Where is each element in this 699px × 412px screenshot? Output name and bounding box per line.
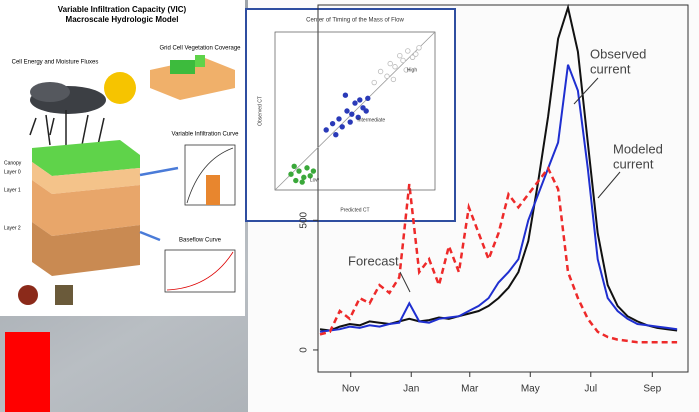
cluster-label: Intermediate <box>357 118 385 124</box>
diagram-label: Layer 2 <box>4 225 21 231</box>
scatter-point <box>345 109 350 114</box>
annotation: Observed <box>590 46 646 61</box>
cluster-label: High <box>407 68 418 74</box>
scatter-point <box>297 169 302 174</box>
scatter-point <box>334 132 339 137</box>
scatter-point <box>305 166 310 171</box>
vic-diagram: Variable Infiltration Capacity (VIC) Mac… <box>0 0 245 316</box>
diagram-title: Macroscale Hydrologic Model <box>66 15 179 24</box>
scatter-point <box>406 49 411 54</box>
scatter-point <box>330 121 335 126</box>
scatter-point <box>340 125 345 130</box>
scatter-point <box>385 74 390 79</box>
scatter-point <box>378 69 383 74</box>
annotation: Forecast <box>348 253 399 268</box>
diagram-label: Baseflow Curve <box>179 238 222 244</box>
scatter-point <box>324 128 329 133</box>
scatter-point <box>300 180 305 185</box>
scatter-point <box>350 112 355 117</box>
y-tick-label: 500 <box>299 211 310 228</box>
cluster-label: Low <box>310 177 320 183</box>
annotation: Modeled <box>613 141 663 156</box>
y-axis-label: Observed CT <box>257 96 263 126</box>
scatter-point <box>401 58 406 63</box>
y-tick-label: 0 <box>299 347 310 353</box>
x-tick-label: Jan <box>403 384 419 395</box>
x-tick-label: Sep <box>643 384 661 395</box>
x-tick-label: Nov <box>342 384 360 395</box>
diagram-label: Cell Energy and Moisture Fluxes <box>12 60 99 66</box>
scatter-point <box>294 178 299 183</box>
scatter-point <box>292 164 297 169</box>
x-tick-label: Jul <box>584 384 597 395</box>
scatter-point <box>372 80 377 85</box>
scatter-point <box>302 175 307 180</box>
scatter-point <box>391 77 396 82</box>
diagram-label: Canopy <box>4 160 22 166</box>
diagram-label: Grid Cell Vegetation Coverage <box>159 46 241 52</box>
x-axis-label: Predicted CT <box>340 207 369 213</box>
scatter-point <box>388 61 393 66</box>
red-block <box>5 332 50 412</box>
scatter-point <box>311 169 316 174</box>
diagram-label: Layer 1 <box>4 187 21 193</box>
scatter-point <box>358 98 363 103</box>
scatter-point <box>348 120 353 125</box>
scatter-point <box>417 46 422 51</box>
slide: Variable Infiltration Capacity (VIC) Mac… <box>0 0 699 412</box>
scatter-point <box>337 117 342 122</box>
x-tick-label: Mar <box>461 384 479 395</box>
annotation: current <box>613 156 654 171</box>
scatter-point <box>289 172 294 177</box>
diagram-label: Layer 0 <box>4 169 21 175</box>
diagram-label: Variable Infiltration Curve <box>172 132 240 138</box>
scatter-point <box>366 96 371 101</box>
inset-title: Center of Timing of the Mass of Flow <box>306 18 404 24</box>
diagram-title: Variable Infiltration Capacity (VIC) <box>58 5 187 14</box>
annotation: current <box>590 61 631 76</box>
scatter-point <box>353 101 358 106</box>
scatter-point <box>393 64 398 69</box>
scatter-point <box>414 52 419 57</box>
x-tick-label: May <box>521 384 540 395</box>
scatter-point <box>343 93 348 98</box>
scatter-point <box>398 53 403 58</box>
scatter-point <box>364 109 369 114</box>
